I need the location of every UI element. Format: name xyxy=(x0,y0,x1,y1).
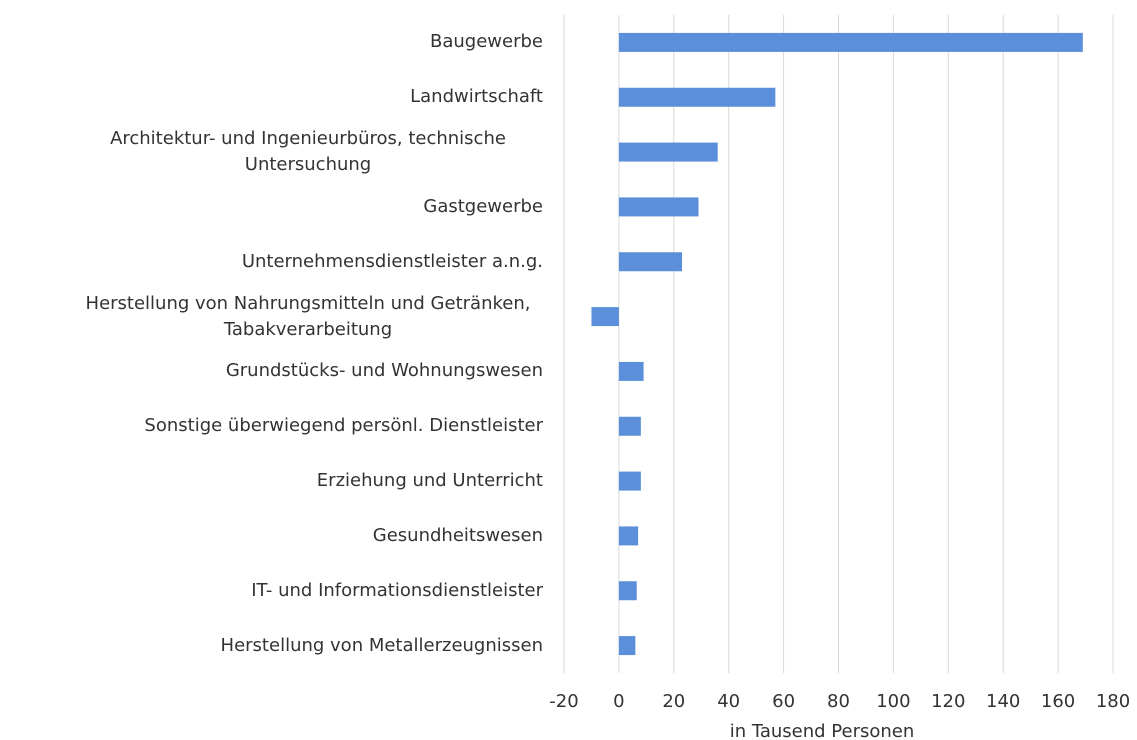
category-text: Landwirtschaft xyxy=(410,86,543,108)
category-text: IT- und Informationsdienstleister xyxy=(251,579,543,601)
y-tick-label: Grundstücks- und Wohnungswesen xyxy=(0,358,543,384)
y-tick-label: Herstellung von Nahrungsmitteln und Getr… xyxy=(0,291,543,343)
category-text: Baugewerbe xyxy=(430,31,543,53)
bar xyxy=(618,142,718,162)
bar xyxy=(618,32,1083,52)
x-tick-label: 40 xyxy=(717,691,740,712)
category-text: Erziehung und Unterricht xyxy=(316,470,543,492)
category-text: Sonstige überwiegend persönl. Dienstleis… xyxy=(144,415,543,437)
bar xyxy=(618,636,636,656)
bar xyxy=(618,416,641,436)
y-tick-label: Landwirtschaft xyxy=(0,84,543,110)
y-tick-label: Baugewerbe xyxy=(0,29,543,55)
x-tick-label: -20 xyxy=(549,691,578,712)
category-text: Architektur- und Ingenieurbüros, technis… xyxy=(110,128,506,176)
category-text: Herstellung von Nahrungsmitteln und Getr… xyxy=(85,292,531,340)
category-text: Gastgewerbe xyxy=(423,195,543,217)
bar xyxy=(618,526,639,546)
category-text: Grundstücks- und Wohnungswesen xyxy=(225,360,543,382)
bar xyxy=(618,87,776,107)
bar xyxy=(591,307,619,327)
bar xyxy=(618,197,699,217)
x-axis-title: in Tausend Personen xyxy=(730,721,915,740)
bar xyxy=(618,581,637,601)
x-tick-label: 160 xyxy=(1041,691,1075,712)
y-tick-label: Architektur- und Ingenieurbüros, technis… xyxy=(0,126,543,178)
bar xyxy=(618,471,641,491)
x-tick-label: 20 xyxy=(662,691,685,712)
x-tick-label: 180 xyxy=(1096,691,1130,712)
bar xyxy=(618,252,683,272)
y-tick-label: Sonstige überwiegend persönl. Dienstleis… xyxy=(0,413,543,439)
category-text: Gesundheitswesen xyxy=(372,524,543,546)
y-tick-label: Herstellung von Metallerzeugnissen xyxy=(0,633,543,659)
bar xyxy=(618,361,644,381)
x-tick-label: 120 xyxy=(931,691,965,712)
x-tick-label: 140 xyxy=(986,691,1020,712)
x-tick-label: 80 xyxy=(827,691,850,712)
x-tick-label: 60 xyxy=(772,691,795,712)
category-text: Unternehmensdienstleister a.n.g. xyxy=(241,250,543,272)
category-text: Herstellung von Metallerzeugnissen xyxy=(220,634,543,656)
y-tick-label: Gastgewerbe xyxy=(0,194,543,220)
y-tick-label: IT- und Informationsdienstleister xyxy=(0,578,543,604)
y-tick-label: Unternehmensdienstleister a.n.g. xyxy=(0,249,543,275)
x-tick-label: 0 xyxy=(613,691,624,712)
y-tick-label: Erziehung und Unterricht xyxy=(0,468,543,494)
y-tick-label: Gesundheitswesen xyxy=(0,523,543,549)
x-tick-label: 100 xyxy=(876,691,910,712)
